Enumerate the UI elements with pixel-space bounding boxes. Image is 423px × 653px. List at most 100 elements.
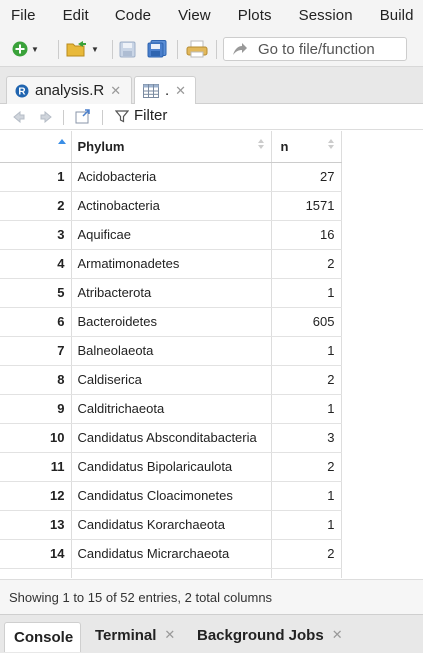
tab-label: Console [14, 629, 74, 646]
phylum-cell: Actinobacteria [71, 191, 272, 221]
row-number-cell: 14 [0, 539, 72, 569]
save-all-icon[interactable] [147, 39, 167, 59]
row-number-cell: 5 [0, 278, 72, 308]
phylum-cell: Candidatus Bipolaricaulota [71, 452, 272, 482]
close-icon[interactable]: ✕ [331, 627, 343, 642]
new-file-icon[interactable]: ▼ [12, 39, 39, 59]
menu-bar: File Edit Code View Plots Session Build [0, 0, 423, 31]
table-icon [143, 83, 159, 98]
count-cell: 1 [271, 481, 342, 511]
phylum-cell: Candidatus Cloacimonetes [71, 481, 272, 511]
count-cell: 2 [271, 539, 342, 569]
toolbar-divider [216, 40, 217, 59]
tab-label: analysis.R [35, 82, 105, 99]
close-icon[interactable]: ✕ [110, 82, 122, 98]
chevron-down-icon[interactable]: ▼ [91, 44, 99, 54]
editor-tab-bar: R analysis.R ✕ . ✕ [0, 67, 423, 105]
row-number-cell: 13 [0, 510, 72, 540]
print-icon[interactable] [186, 39, 208, 59]
table-row: 7 Balneolaeota 1 [0, 336, 342, 366]
phylum-cell: Caldiserica [71, 365, 272, 395]
table-row: 6 Bacteroidetes 605 [0, 307, 342, 337]
menu-edit[interactable]: Edit [62, 7, 89, 24]
tab-console[interactable]: Console [4, 622, 81, 652]
count-cell: 2 [271, 365, 342, 395]
table-row: 1 Acidobacteria 27 [0, 162, 342, 192]
menu-session[interactable]: Session [298, 7, 353, 24]
row-number-cell: 2 [0, 191, 72, 221]
status-text: Showing 1 to 15 of 52 entries, 2 total c… [9, 589, 273, 605]
row-number-cell: 8 [0, 365, 72, 395]
column-header-phylum[interactable]: Phylum [71, 131, 272, 163]
count-cell: 16 [271, 220, 342, 250]
count-cell: 1 [271, 510, 342, 540]
menu-build[interactable]: Build [379, 7, 414, 24]
row-number-cell: 6 [0, 307, 72, 337]
phylum-cell: Candidatus Micrarchaeota [71, 539, 272, 569]
status-bar: Showing 1 to 15 of 52 entries, 2 total c… [0, 579, 423, 614]
filter-button[interactable]: Filter [115, 107, 167, 124]
sort-icon[interactable] [257, 139, 265, 153]
toolbar-divider [63, 110, 64, 125]
row-number-cell: 3 [0, 220, 72, 250]
row-number-cell: 12 [0, 481, 72, 511]
close-icon[interactable]: ✕ [175, 82, 187, 98]
menu-code[interactable]: Code [114, 7, 152, 24]
phylum-cell: Bacteroidetes [71, 307, 272, 337]
row-number-cell: 9 [0, 394, 72, 424]
count-cell: 2 [271, 249, 342, 279]
svg-text:R: R [18, 86, 26, 97]
toolbar-divider [177, 40, 178, 59]
table-row: 9 Calditrichaeota 1 [0, 394, 342, 424]
forward-arrow-icon[interactable] [34, 111, 52, 123]
table-row [0, 568, 342, 578]
table-row: 5 Atribacterota 1 [0, 278, 342, 308]
go-to-file-input[interactable]: Go to file/function [223, 37, 407, 61]
chevron-down-icon[interactable]: ▼ [31, 44, 39, 54]
menu-view[interactable]: View [178, 7, 211, 24]
row-number-cell: 11 [0, 452, 72, 482]
phylum-cell: Aquificae [71, 220, 272, 250]
r-file-icon: R [15, 84, 29, 97]
data-table: Phylum n 1 Acidobacteria 27 2 Actinobacteria… [0, 131, 342, 578]
menu-file[interactable]: File [11, 7, 36, 24]
phylum-cell: Candidatus Korarchaeota [71, 510, 272, 540]
close-icon[interactable]: ✕ [164, 627, 176, 642]
save-icon[interactable] [119, 39, 136, 59]
back-arrow-icon[interactable] [13, 111, 35, 123]
row-number-cell: 7 [0, 336, 72, 366]
count-cell: 605 [271, 307, 342, 337]
table-row: 8 Caldiserica 2 [0, 365, 342, 395]
count-cell [271, 568, 342, 578]
sort-ascending-icon[interactable] [58, 139, 66, 144]
header-row: Phylum n [0, 131, 342, 163]
main-toolbar: ▼ ▼ Go to file/function [0, 31, 423, 67]
count-cell: 1 [271, 336, 342, 366]
table-row: 4 Armatimonadetes 2 [0, 249, 342, 279]
tab-label: . [165, 82, 170, 99]
column-label: Phylum [77, 138, 125, 154]
phylum-cell: Atribacterota [71, 278, 272, 308]
open-folder-icon[interactable]: ▼ [66, 39, 99, 59]
column-header-rownum[interactable] [0, 131, 72, 163]
count-cell: 1 [271, 278, 342, 308]
count-cell: 1571 [271, 191, 342, 221]
go-to-file-placeholder: Go to file/function [258, 40, 375, 58]
tab-terminal[interactable]: Terminal ✕ [95, 622, 175, 648]
row-number-cell: 1 [0, 162, 72, 192]
table-row: 10 Candidatus Absconditabacteria 3 [0, 423, 342, 453]
column-header-n[interactable]: n [271, 131, 342, 163]
menu-plots[interactable]: Plots [237, 7, 272, 24]
tab-data-view[interactable]: . ✕ [134, 76, 196, 105]
phylum-cell: Acidobacteria [71, 162, 272, 192]
phylum-cell [71, 568, 272, 578]
phylum-cell: Armatimonadetes [71, 249, 272, 279]
popout-icon[interactable] [74, 109, 92, 125]
tab-label: Background Jobs [197, 626, 324, 644]
count-cell: 2 [271, 452, 342, 482]
tab-background-jobs[interactable]: Background Jobs ✕ [197, 622, 343, 648]
tab-analysis-r[interactable]: R analysis.R ✕ [6, 76, 132, 104]
bottom-tab-bar: Console Terminal ✕ Background Jobs ✕ [0, 614, 423, 653]
sort-icon[interactable] [327, 139, 335, 153]
toolbar-divider [112, 40, 113, 59]
